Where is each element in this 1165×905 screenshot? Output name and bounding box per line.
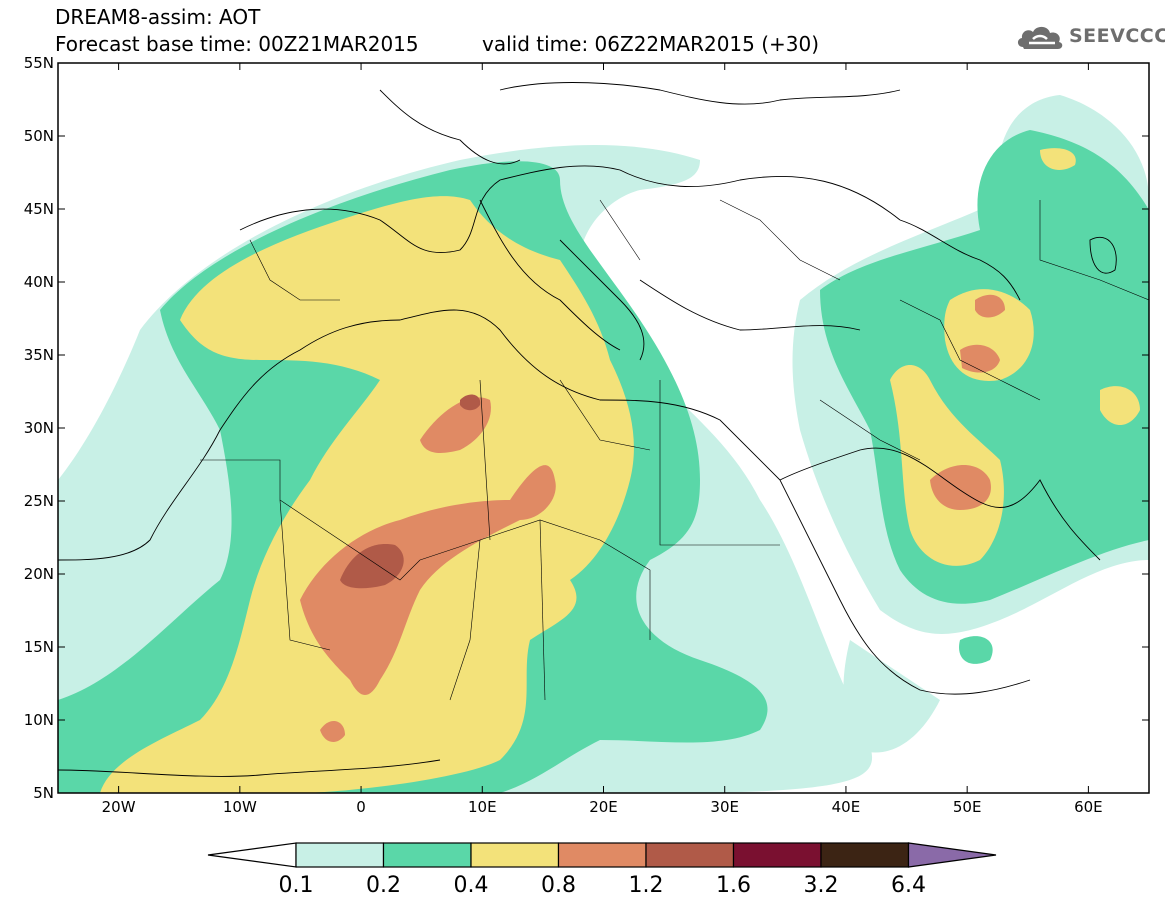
colorbar-label: 0.1 bbox=[279, 873, 314, 898]
lat-tick-label: 15N bbox=[24, 638, 54, 656]
logo-text: SEEVCCC bbox=[1069, 25, 1165, 47]
lat-tick-label: 25N bbox=[24, 492, 54, 510]
aot-band-1.2 bbox=[340, 394, 481, 589]
aot-band-0.8 bbox=[300, 294, 1005, 742]
longitude-axis: 20W 10W 0 10E 20E 30E 40E 50E 60E bbox=[102, 63, 1103, 816]
colorbar-upper-arrow bbox=[907, 842, 997, 868]
lon-tick-label: 50E bbox=[953, 798, 982, 816]
aot-band-0.4 bbox=[100, 148, 1140, 793]
coastlines bbox=[58, 82, 1117, 777]
colorbar-label: 1.6 bbox=[716, 873, 751, 898]
latitude-axis: 55N 50N 45N 40N 35N 30N 25N 20N 15N 10N 5N bbox=[24, 54, 1149, 802]
colorbar-label: 6.4 bbox=[891, 873, 926, 898]
colorbar-label: 3.2 bbox=[804, 873, 839, 898]
colorbar-swatch bbox=[295, 842, 385, 868]
colorbar-label: 0.2 bbox=[366, 873, 401, 898]
lat-tick-label: 5N bbox=[33, 784, 54, 802]
colorbar: 0.1 0.2 0.4 0.8 1.2 1.6 3.2 6.4 bbox=[207, 842, 997, 898]
colorbar-swatch bbox=[382, 842, 472, 868]
lat-tick-label: 55N bbox=[24, 54, 54, 72]
lon-tick-label: 10W bbox=[223, 798, 257, 816]
lon-tick-label: 60E bbox=[1074, 798, 1103, 816]
colorbar-swatch bbox=[645, 842, 735, 868]
lat-tick-label: 35N bbox=[24, 346, 54, 364]
lat-tick-label: 50N bbox=[24, 127, 54, 145]
map-title: DREAM8-assim: AOT bbox=[55, 5, 261, 29]
colorbar-lower-arrow bbox=[207, 842, 297, 868]
colorbar-label: 0.4 bbox=[454, 873, 489, 898]
lat-tick-label: 20N bbox=[24, 565, 54, 583]
colorbar-label: 1.2 bbox=[629, 873, 664, 898]
colorbar-swatch bbox=[470, 842, 560, 868]
lon-tick-label: 10E bbox=[468, 798, 497, 816]
lon-tick-label: 40E bbox=[832, 798, 861, 816]
lon-tick-label: 20W bbox=[102, 798, 136, 816]
lon-tick-label: 20E bbox=[589, 798, 618, 816]
lat-tick-label: 10N bbox=[24, 711, 54, 729]
lon-tick-label: 30E bbox=[710, 798, 739, 816]
cloud-logo-icon bbox=[1017, 26, 1063, 49]
country-borders bbox=[200, 199, 1149, 701]
valid-time: valid time: 06Z22MAR2015 (+30) bbox=[482, 32, 820, 56]
seevccc-logo: SEEVCCC bbox=[1015, 21, 1165, 53]
colorbar-swatch bbox=[732, 842, 822, 868]
forecast-base-time: Forecast base time: 00Z21MAR2015 bbox=[55, 32, 419, 56]
lat-tick-label: 30N bbox=[24, 419, 54, 437]
lat-tick-label: 40N bbox=[24, 273, 54, 291]
aot-field bbox=[58, 95, 1149, 793]
colorbar-swatch bbox=[820, 842, 910, 868]
lon-tick-label: 0 bbox=[356, 798, 366, 816]
colorbar-label: 0.8 bbox=[541, 873, 576, 898]
lat-tick-label: 45N bbox=[24, 200, 54, 218]
colorbar-swatch bbox=[557, 842, 647, 868]
